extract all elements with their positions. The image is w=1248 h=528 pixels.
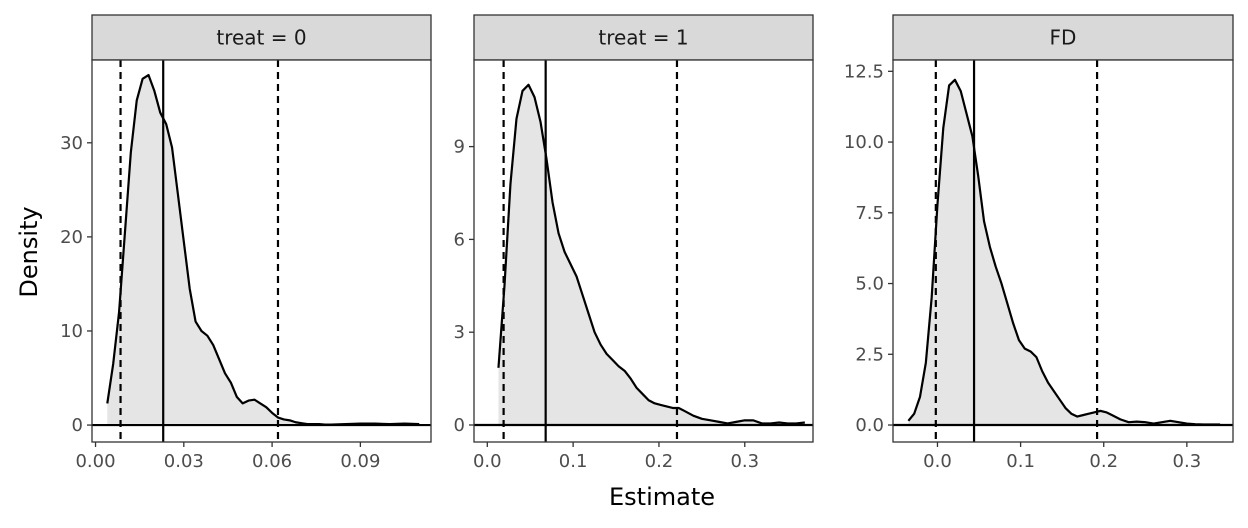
y-tick-label: 10 xyxy=(60,321,83,342)
y-tick-label: 2.5 xyxy=(855,344,884,365)
density-line xyxy=(907,78,1221,426)
density-area xyxy=(107,75,420,426)
facet-strip-label: treat = 1 xyxy=(598,26,688,50)
facet-strip-label: FD xyxy=(1050,26,1077,50)
facet-panel-1: treat = 0 0.00 0.03 0.06 0.09 0 10 20 30 xyxy=(60,14,432,472)
y-tick-label: 10.0 xyxy=(844,132,884,153)
y-tick-label: 0 xyxy=(454,415,465,436)
facet-strip xyxy=(473,14,814,61)
x-tick-label: 0.00 xyxy=(75,451,115,472)
y-tick-label: 12.5 xyxy=(844,61,884,82)
x-tick-label: 0.0 xyxy=(473,451,502,472)
x-tick-label: 0.09 xyxy=(340,451,380,472)
x-tick-label: 0.0 xyxy=(923,451,952,472)
density-area xyxy=(908,79,1221,426)
x-tick-label: 0.1 xyxy=(559,451,588,472)
facet-strip xyxy=(91,14,432,61)
y-tick-label: 0 xyxy=(72,415,83,436)
x-tick-label: 0.03 xyxy=(164,451,204,472)
y-tick-label: 6 xyxy=(454,229,465,250)
y-tick-label: 7.5 xyxy=(855,203,884,224)
x-tick-label: 0.3 xyxy=(730,451,759,472)
density-area xyxy=(498,84,805,425)
x-tick-label: 0.2 xyxy=(1089,451,1118,472)
x-tick-label: 0.3 xyxy=(1173,451,1202,472)
y-tick-label: 9 xyxy=(454,137,465,158)
x-tick-label: 0.2 xyxy=(645,451,674,472)
facet-strip-label: treat = 0 xyxy=(216,26,306,50)
panel-border xyxy=(892,59,1234,443)
y-tick-label: 20 xyxy=(60,227,83,248)
x-tick-label: 0.1 xyxy=(1006,451,1035,472)
panel-border xyxy=(91,59,432,443)
panel-border xyxy=(473,59,814,443)
y-tick-label: 5.0 xyxy=(855,274,884,295)
x-axis-title: Estimate xyxy=(609,483,715,511)
density-line xyxy=(497,83,805,425)
y-tick-label: 3 xyxy=(454,322,465,343)
facet-panel-2: treat = 1 0.0 0.1 0.2 0.3 0 3 6 9 xyxy=(454,14,814,472)
x-tick-label: 0.06 xyxy=(252,451,292,472)
y-tick-label: 30 xyxy=(60,133,83,154)
y-axis-title: Density xyxy=(15,206,43,297)
facet-panel-3: FD 0.0 0.1 0.2 0.3 0.0 2.5 5.0 7.5 10.0 12.5 xyxy=(844,14,1234,472)
y-tick-label: 0.0 xyxy=(855,415,884,436)
